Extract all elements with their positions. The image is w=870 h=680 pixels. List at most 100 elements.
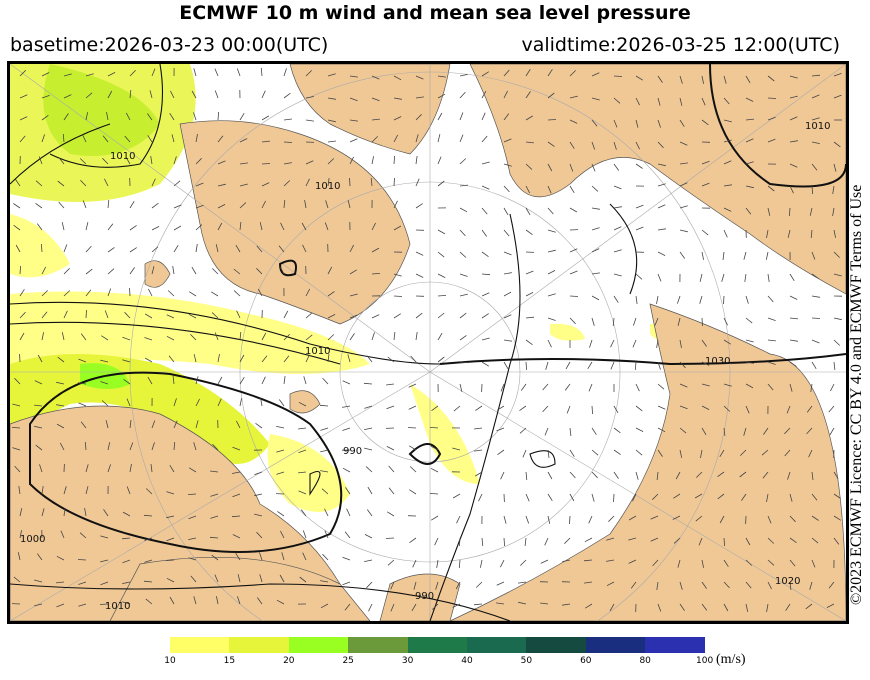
wind-arrow [393,75,402,81]
wind-arrow [371,75,380,80]
wind-arrow [129,420,132,429]
wind-arrow [172,375,175,385]
wind-arrow [129,287,131,297]
wind-arrow [79,532,87,539]
wind-arrow [261,182,270,187]
wind-arrow [386,383,395,386]
wind-arrow [723,537,725,547]
wind-arrow [187,493,197,495]
wind-arrow [85,92,93,99]
wind-arrow [811,94,820,99]
wind-arrow [789,295,798,300]
wind-arrow [810,229,813,239]
wind-arrow [254,493,263,497]
wind-arrow [85,309,87,319]
wind-arrow [166,577,175,583]
wind-arrow [591,227,600,231]
wind-arrow [364,427,373,430]
wind-arrow [190,334,197,341]
wind-arrow [129,225,137,231]
wind-arrow [547,185,552,194]
colorbar-swatch [229,637,289,653]
wind-arrow [679,182,688,187]
wind-arrow [144,337,153,341]
wind-arrow [481,90,487,99]
wind-arrow [41,243,43,253]
wind-arrow [99,603,109,605]
wind-arrow [276,471,285,475]
wind-arrow [104,178,109,187]
isobar-label: 1010 [305,346,330,357]
wind-arrow [656,339,659,348]
wind-arrow [105,420,109,429]
wind-arrow [387,559,395,566]
wind-arrow [58,201,65,209]
wind-arrow [388,487,395,495]
wind-arrow [212,443,219,451]
wind-arrow [811,515,819,521]
wind-arrow [239,398,242,407]
isobar-label: 1020 [775,576,800,587]
wind-arrow [107,442,111,451]
wind-arrow [385,537,395,539]
wind-arrow [393,331,396,341]
wind-arrow [63,94,72,99]
wind-arrow [166,537,175,542]
wind-arrow [588,515,593,524]
wind-arrow [63,268,70,275]
map-title: ECMWF 10 m wind and mean sea level press… [179,2,691,24]
wind-arrow [349,244,355,253]
wind-arrow [235,244,241,253]
wind-arrow [789,515,796,523]
wind-arrow [591,317,595,326]
wind-arrow [613,226,622,231]
wind-arrow [503,229,510,237]
wind-arrow [393,116,402,121]
wind-arrow [657,204,666,209]
wind-arrow [63,486,67,495]
wind-arrow [17,552,21,561]
wind-arrow [633,317,637,326]
wind-arrow [833,339,841,346]
wind-arrow [415,114,422,121]
wind-arrow [415,96,424,99]
wind-arrow [82,134,87,143]
wind-arrow [591,97,600,101]
wind-arrow [41,290,48,297]
wind-arrow [767,207,771,216]
wind-arrow [525,339,533,346]
wind-arrow [635,449,643,456]
weather-map[interactable]: 1010 1010 1010 1010 1030 990 1000 990 10… [7,61,849,624]
wind-arrow [371,332,375,341]
wind-arrow [613,141,617,150]
colorbar-unit: (m/s) [716,652,746,667]
wind-arrow [525,229,533,236]
wind-arrow [811,339,820,344]
isobar-label: 990 [415,591,434,602]
wind-arrow [723,229,728,238]
wind-arrow [833,471,839,480]
wind-arrow [503,138,512,143]
wind-arrow [701,581,707,589]
wind-arrow [591,72,600,77]
wind-arrow [478,493,483,502]
wind-arrow [409,466,417,473]
wind-arrow [635,427,644,432]
wind-arrow [459,158,467,165]
wind-arrow [19,265,21,275]
wind-arrow [547,207,554,215]
wind-arrow [767,317,776,321]
wind-arrow [188,291,197,297]
wind-arrow [745,295,749,304]
wind-arrow [635,163,643,169]
wind-arrow [723,581,730,589]
wind-arrow [151,246,159,253]
wind-arrow [789,493,793,502]
wind-arrow [767,339,776,342]
wind-arrow [239,331,242,341]
wind-arrow [673,537,681,544]
wind-arrow [59,442,65,451]
wind-arrow [327,140,336,143]
wind-arrow [410,355,417,363]
wind-arrow [789,339,798,342]
